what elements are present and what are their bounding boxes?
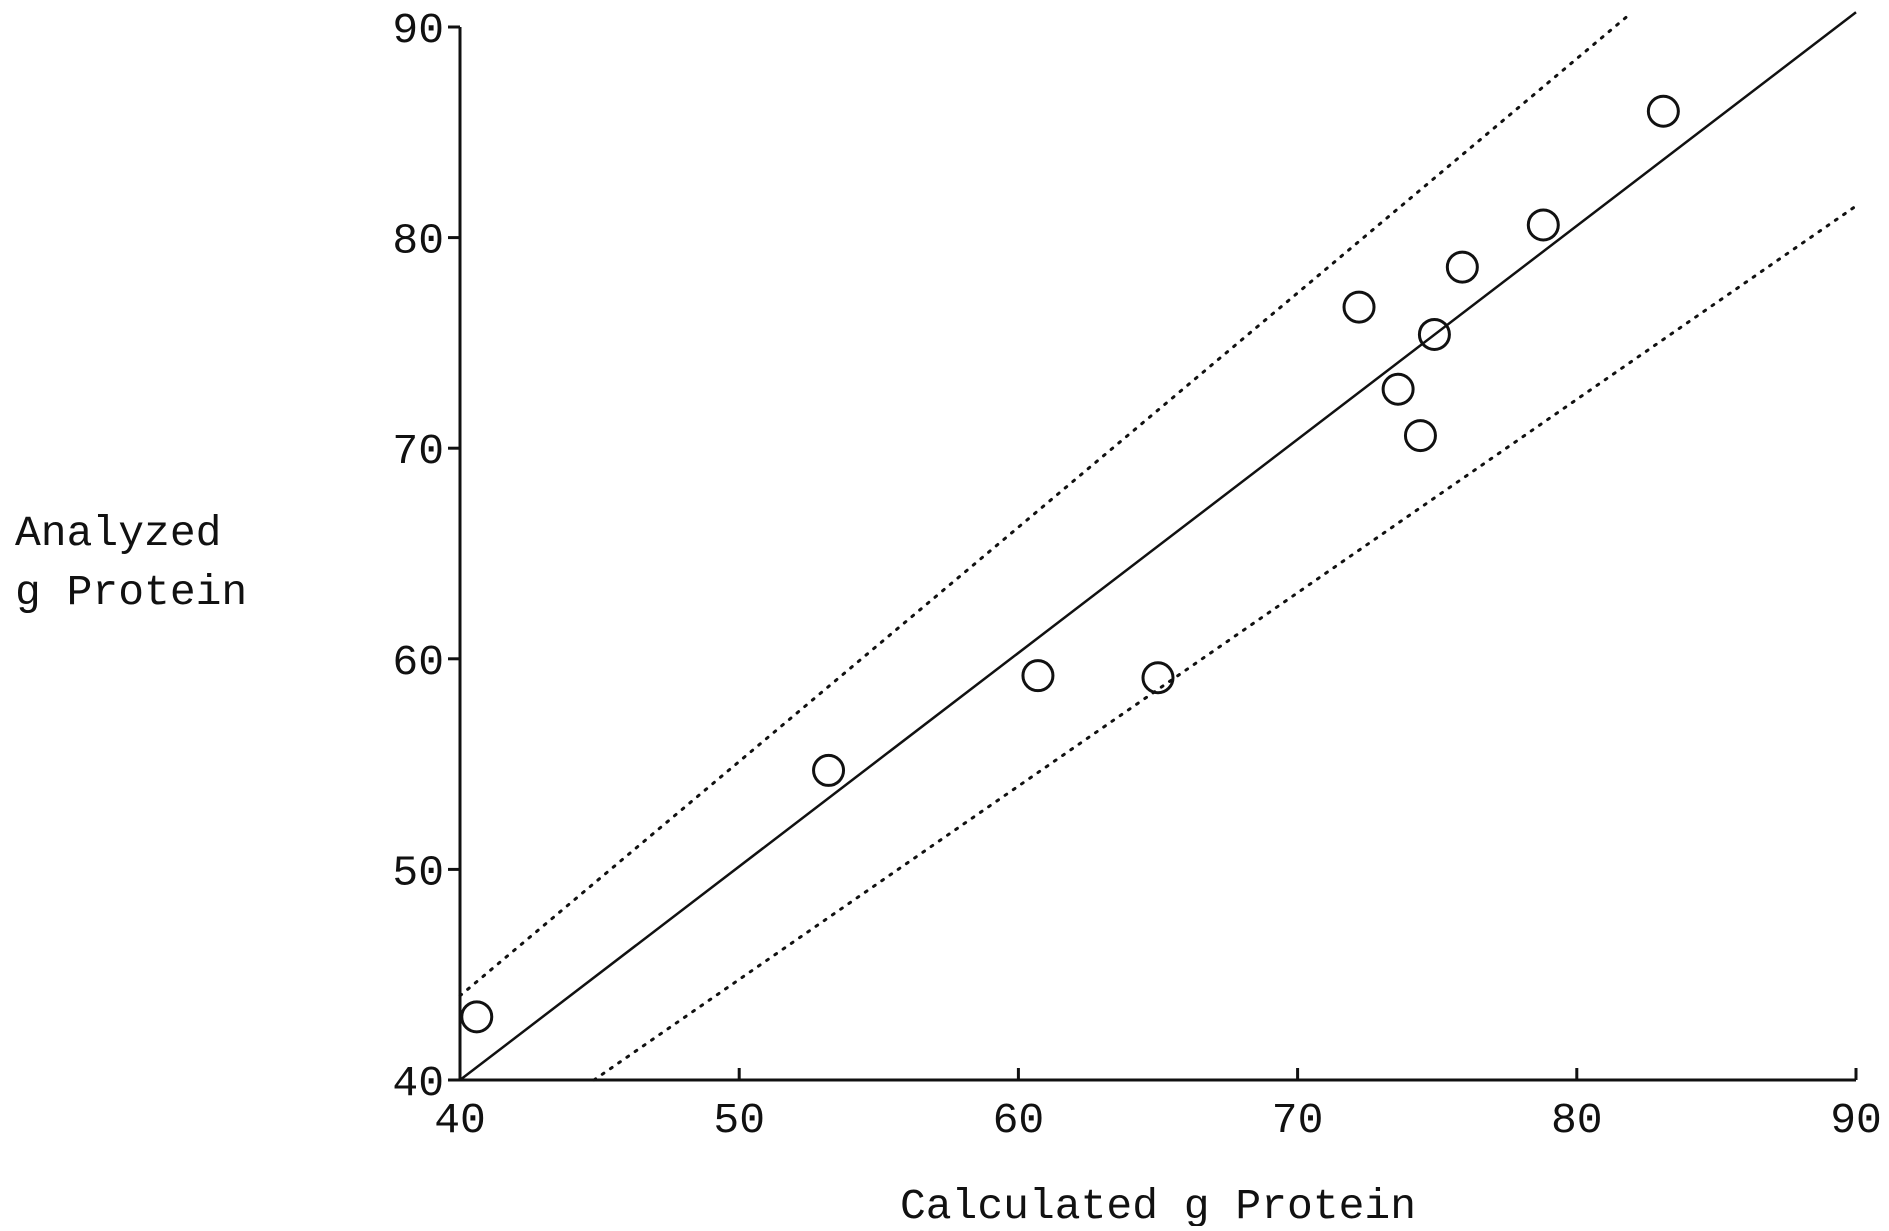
data-point [1342, 290, 1376, 324]
x-axis-title: Calculated g Protein [900, 1182, 1416, 1226]
y-tick-label: 90 [392, 6, 444, 55]
x-tick-label: 50 [713, 1096, 765, 1145]
ticks: 40 50 60 70 80 90 40 50 60 70 80 90 [392, 6, 1881, 1145]
data-point [1526, 208, 1560, 242]
y-axis-title-line-1: Analyzed [15, 509, 221, 558]
x-tick-label: 40 [434, 1096, 486, 1145]
x-tick-label: 70 [1272, 1096, 1324, 1145]
data-point [1417, 317, 1451, 351]
data-point [1381, 372, 1415, 406]
data-point [1445, 250, 1479, 284]
y-tick-label: 60 [392, 638, 444, 687]
x-tick-label: 80 [1551, 1096, 1603, 1145]
data-point [1141, 661, 1175, 695]
data-point [1021, 659, 1055, 693]
data-point [1646, 94, 1680, 128]
data-point [460, 1000, 494, 1034]
y-tick-label: 50 [392, 848, 444, 897]
axes [458, 27, 1856, 1082]
x-tick-label: 60 [993, 1096, 1045, 1145]
confidence-bound-line [592, 204, 1858, 1082]
confidence-bound-line [458, 14, 1629, 998]
data-point [812, 753, 846, 787]
y-tick-label: 80 [392, 217, 444, 266]
y-tick-label: 70 [392, 427, 444, 476]
y-axis-title-line-2: g Protein [15, 568, 247, 617]
data-points [460, 94, 1680, 1034]
regression-line [459, 11, 1857, 1081]
x-tick-label: 90 [1830, 1096, 1882, 1145]
fit-lines [458, 11, 1858, 1082]
data-point [1403, 419, 1437, 453]
y-tick-label: 40 [392, 1059, 444, 1108]
